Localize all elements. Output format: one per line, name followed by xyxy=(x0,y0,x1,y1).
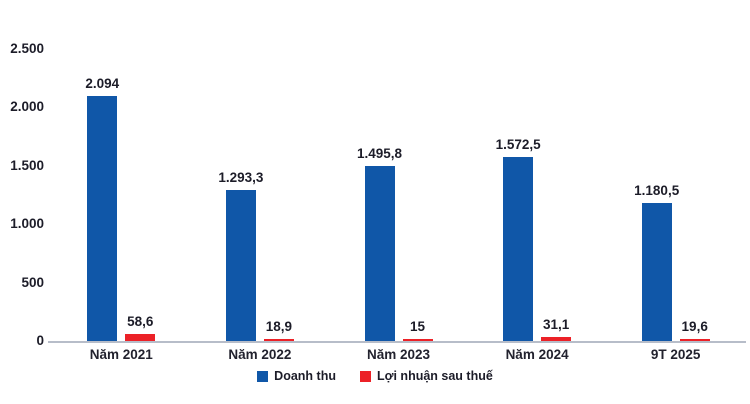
legend-label: Lợi nhuận sau thuế xyxy=(376,369,493,383)
legend-swatch-icon xyxy=(257,370,269,382)
y-tick-label: 2.000 xyxy=(10,99,44,115)
bar-doanh-thu xyxy=(641,203,672,341)
bar-loi-nhuan-sau-thue xyxy=(263,338,294,341)
y-tick-label: 500 xyxy=(21,274,44,290)
bar-value-label: 18,9 xyxy=(265,318,293,334)
bar-value-label: 1.293,3 xyxy=(218,169,264,185)
x-category-label: Năm 2023 xyxy=(366,347,431,362)
legend-item-loi-nhuan-sau-thue: Lợi nhuận sau thuế xyxy=(359,369,493,383)
x-category-label: Năm 2021 xyxy=(89,347,153,362)
y-tick-label: 1.500 xyxy=(10,157,44,173)
legend-label: Doanh thu xyxy=(274,369,336,383)
bar-doanh-thu xyxy=(87,96,118,341)
bar-value-label: 1.495,8 xyxy=(356,146,403,162)
bar-value-label: 15 xyxy=(409,319,426,334)
bar-loi-nhuan-sau-thue xyxy=(541,337,572,341)
bar-doanh-thu xyxy=(503,157,534,341)
x-category-label: Năm 2024 xyxy=(505,347,569,362)
bar-value-label: 19,6 xyxy=(681,318,708,334)
x-axis-line xyxy=(48,341,746,343)
bar-loi-nhuan-sau-thue xyxy=(679,338,710,341)
bar-doanh-thu xyxy=(225,189,256,341)
y-tick-label: 0 xyxy=(36,333,44,348)
x-category-label: Năm 2022 xyxy=(228,347,292,362)
y-tick-label: 1.000 xyxy=(10,216,44,232)
legend-swatch-icon xyxy=(359,370,371,382)
bar-loi-nhuan-sau-thue xyxy=(402,339,433,341)
legend-item-doanh-thu: Doanh thu xyxy=(257,369,336,383)
x-category-label: 9T 2025 xyxy=(650,347,701,362)
chart-legend: Doanh thu Lợi nhuận sau thuế xyxy=(0,369,750,383)
bar-value-label: 1.572,5 xyxy=(495,137,541,153)
bar-value-label: 58,6 xyxy=(127,314,154,330)
bar-loi-nhuan-sau-thue xyxy=(125,334,156,341)
bar-value-label: 1.180,5 xyxy=(634,183,680,199)
y-tick-label: 2.500 xyxy=(10,41,44,56)
bar-doanh-thu xyxy=(364,166,395,341)
bar-value-label: 31,1 xyxy=(542,317,570,333)
bar-value-label: 2.094 xyxy=(85,76,120,92)
